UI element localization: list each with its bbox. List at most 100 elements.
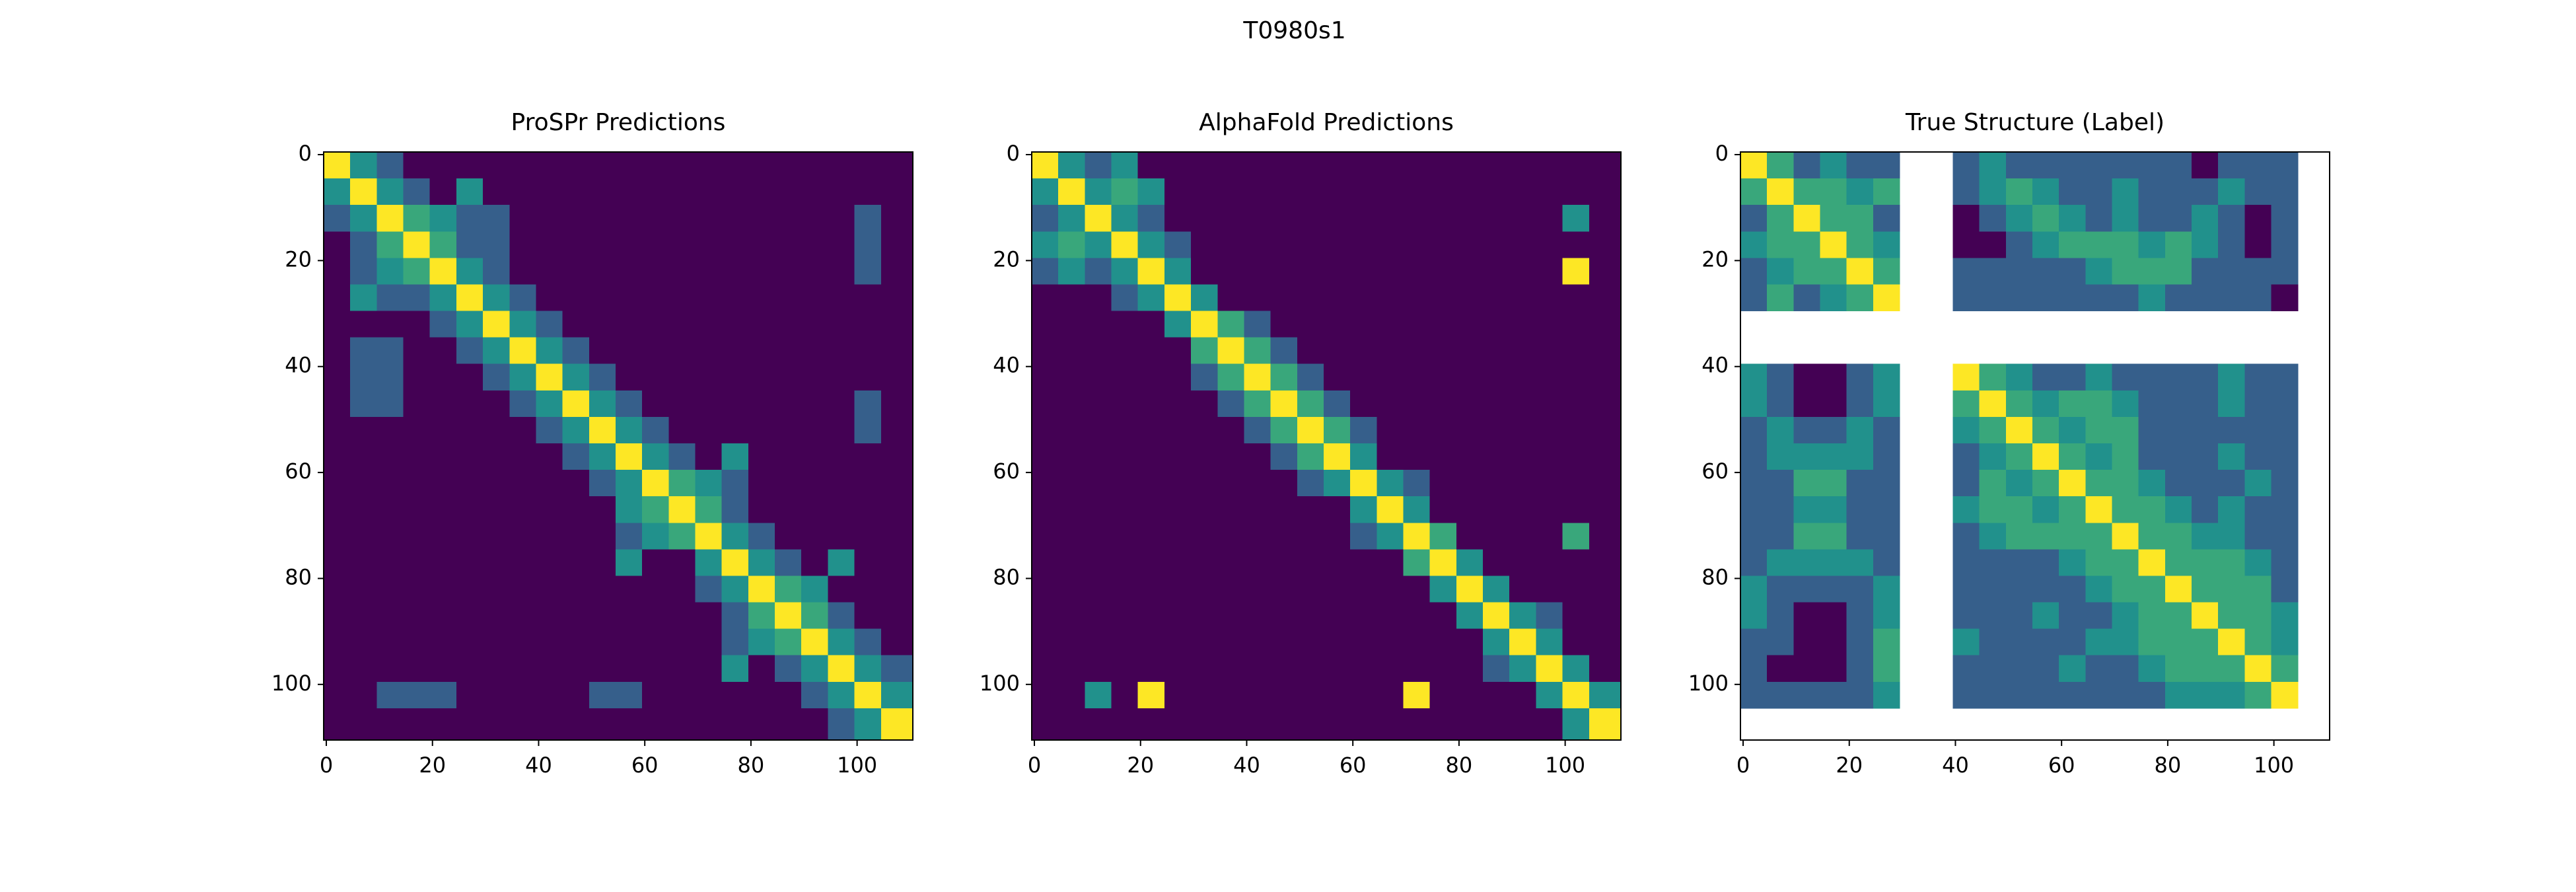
heatmap-cell <box>880 576 913 603</box>
heatmap-cell <box>828 311 855 338</box>
heatmap-cell <box>1536 178 1563 205</box>
heatmap-cell <box>2112 602 2139 630</box>
heatmap-cell <box>1350 628 1377 656</box>
heatmap-cell <box>2032 205 2059 232</box>
heatmap-cell <box>1244 549 1271 576</box>
heatmap-cell <box>775 628 802 656</box>
heatmap-cell <box>1270 337 1298 365</box>
heatmap-cell <box>1164 416 1192 444</box>
heatmap-cell <box>1740 443 1768 470</box>
heatmap-cell <box>1032 178 1059 205</box>
heatmap-cell <box>854 549 882 576</box>
heatmap-cell <box>1058 231 1085 258</box>
heatmap-cell <box>1536 470 1563 497</box>
heatmap-cell <box>1350 390 1377 418</box>
heatmap-cell <box>429 496 457 523</box>
heatmap-cell <box>1058 576 1085 603</box>
heatmap-cell <box>615 284 643 312</box>
heatmap-cell <box>1085 576 1112 603</box>
heatmap-cell <box>1058 602 1085 630</box>
heatmap-cell <box>1793 284 1821 312</box>
heatmap-cell <box>2059 284 2086 312</box>
heatmap-cell <box>429 655 457 683</box>
heatmap-cell <box>562 390 590 418</box>
heatmap-cell <box>642 205 669 232</box>
heatmap-cell <box>615 416 643 444</box>
heatmap-cell <box>2032 363 2059 391</box>
heatmap-cell <box>1323 708 1351 741</box>
heatmap-cell <box>2032 443 2059 470</box>
heatmap-cell <box>828 523 855 550</box>
heatmap-cell <box>1270 152 1298 179</box>
heatmap-cell <box>2165 152 2192 179</box>
heatmap-cell <box>1085 470 1112 497</box>
heatmap-cell <box>1217 496 1244 523</box>
heatmap-cell <box>1377 602 1404 630</box>
heatmap-cell <box>1191 681 1218 709</box>
heatmap-cell <box>1509 523 1536 550</box>
heatmap-cell <box>748 708 775 741</box>
heatmap-cell <box>721 470 749 497</box>
heatmap-cell <box>350 576 377 603</box>
heatmap-cell <box>2138 390 2166 418</box>
heatmap-cell <box>1111 628 1139 656</box>
heatmap-cell <box>1323 258 1351 285</box>
heatmap-cell <box>2112 363 2139 391</box>
heatmap-cell <box>1456 390 1484 418</box>
heatmap-cell <box>1403 470 1431 497</box>
heatmap-cell <box>1589 443 1622 470</box>
heatmap-cell <box>1740 231 1768 258</box>
heatmap-cell <box>1536 443 1563 470</box>
heatmap-cell <box>2059 231 2086 258</box>
heatmap-cell <box>1873 655 1900 683</box>
x-tick-label: 40 <box>525 753 552 778</box>
heatmap-cell <box>1979 390 2007 418</box>
heatmap-cell <box>2032 523 2059 550</box>
heatmap-cell <box>1767 602 1794 630</box>
heatmap-cell <box>483 708 510 741</box>
heatmap-cell <box>1137 628 1165 656</box>
heatmap-cell <box>2244 152 2272 179</box>
heatmap-cell <box>1137 337 1165 365</box>
heatmap-cell <box>324 576 351 603</box>
heatmap-cell <box>456 576 483 603</box>
heatmap-cell <box>854 628 882 656</box>
heatmap-cell <box>1509 178 1536 205</box>
heatmap-cell <box>1846 443 1874 470</box>
heatmap-cell <box>1164 205 1192 232</box>
heatmap-cell <box>1191 549 1218 576</box>
heatmap-cell <box>1085 284 1112 312</box>
heatmap-cell <box>1483 681 1510 709</box>
heatmap-cell <box>1767 628 1794 656</box>
heatmap-cell <box>2165 205 2192 232</box>
heatmap-cell <box>668 523 696 550</box>
heatmap-cell <box>1403 628 1431 656</box>
heatmap-cell <box>2005 602 2033 630</box>
heatmap-cell <box>1297 258 1324 285</box>
heatmap-cell <box>324 284 351 312</box>
heatmap-cell <box>2085 549 2113 576</box>
heatmap-cell <box>1740 576 1768 603</box>
heatmap-cell <box>642 602 669 630</box>
heatmap-cell <box>1793 416 1821 444</box>
heatmap-cell <box>324 178 351 205</box>
heatmap-cell <box>429 576 457 603</box>
heatmap-cell <box>2059 628 2086 656</box>
heatmap-cell <box>1952 152 1980 179</box>
heatmap-cell <box>324 363 351 391</box>
heatmap-cell <box>1270 602 1298 630</box>
heatmap-cell <box>1562 628 1590 656</box>
heatmap-cell <box>615 390 643 418</box>
heatmap-cell <box>1297 576 1324 603</box>
heatmap-cell <box>1820 443 1847 470</box>
heatmap-cell <box>1350 337 1377 365</box>
heatmap-cell <box>1164 258 1192 285</box>
heatmap-cell <box>1846 523 1874 550</box>
heatmap-cell <box>1740 470 1768 497</box>
heatmap-cell <box>1589 708 1622 741</box>
x-tick-label: 40 <box>1233 753 1260 778</box>
heatmap-cell <box>1058 178 1085 205</box>
heatmap-cell <box>1403 178 1431 205</box>
heatmap-cell <box>695 311 723 338</box>
heatmap-cell <box>2218 549 2245 576</box>
